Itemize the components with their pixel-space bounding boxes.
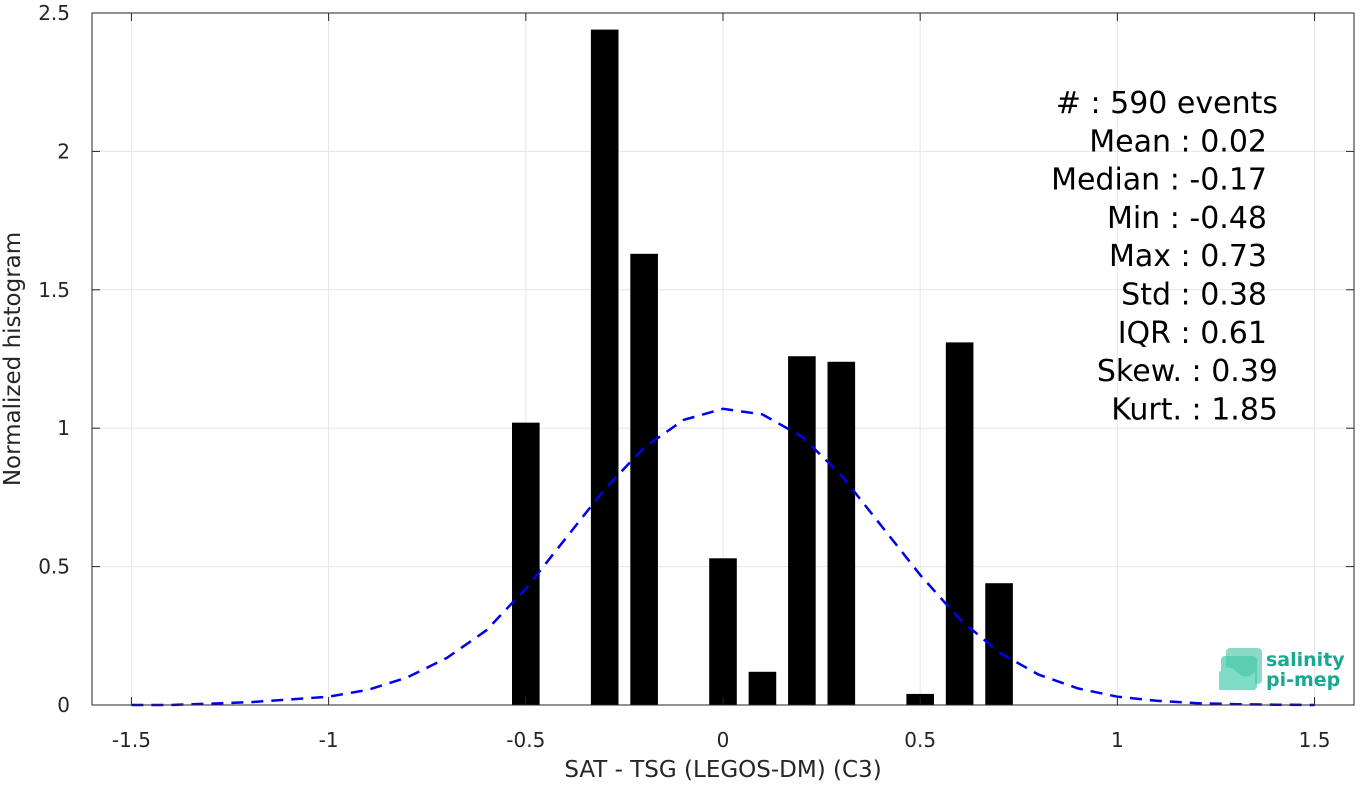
histogram-bar: [590, 29, 619, 706]
y-tick-label: 0: [57, 693, 70, 717]
x-tick-label: 0.5: [904, 728, 936, 752]
histogram-bar: [788, 356, 816, 705]
x-tick-label: 1: [1111, 728, 1124, 752]
y-tick-label: 1.5: [38, 278, 70, 302]
salinity-pi-mep-logo: salinity pi-mep: [1219, 648, 1345, 691]
histogram-bar: [630, 253, 658, 706]
y-tick-label: 0.5: [38, 555, 70, 579]
stat-line: Median : -0.17: [1051, 163, 1267, 198]
histogram-bar: [827, 361, 856, 705]
histogram-bar: [512, 422, 540, 705]
y-tick-label: 2: [57, 139, 70, 163]
histogram-bar: [748, 671, 777, 705]
y-tick-label: 1: [57, 416, 70, 440]
stat-line: Skew. : 0.39: [1097, 354, 1278, 389]
x-tick-label: -1: [319, 728, 339, 752]
stat-line: IQR : 0.61: [1118, 316, 1267, 351]
y-tick-label: 2.5: [38, 1, 70, 25]
histogram-bar: [945, 342, 974, 705]
logo-text-pi-mep: pi-mep: [1266, 669, 1340, 691]
logo-waves-icon: [1219, 648, 1262, 690]
y-axis-title: Normalized histogram: [0, 232, 26, 486]
x-tick-label: 1.5: [1299, 728, 1331, 752]
x-tick-labels: -1.5 -1 -0.5 0 0.5 1 1.5: [112, 728, 1331, 752]
x-tick-label: -0.5: [506, 728, 545, 752]
histogram-bar: [709, 558, 737, 705]
stat-line: Max : 0.73: [1109, 239, 1267, 274]
stat-line: Std : 0.38: [1121, 278, 1267, 313]
normal-fit-curve: [131, 407, 1315, 707]
x-tick-label: 0: [717, 728, 730, 752]
y-tick-labels: 0 0.5 1 1.5 2 2.5: [38, 1, 70, 717]
histogram-bars: [512, 29, 1013, 706]
axis-ticks: [92, 12, 1354, 706]
x-axis-title: SAT - TSG (LEGOS-DM) (C3): [564, 757, 881, 783]
stat-line: Mean : 0.02: [1089, 124, 1267, 159]
stat-line: Min : -0.48: [1107, 201, 1267, 236]
stat-line: # : 590 events: [1056, 86, 1278, 121]
stat-line: Kurt. : 1.85: [1111, 392, 1278, 427]
logo-text-salinity: salinity: [1266, 649, 1345, 671]
x-tick-label: -1.5: [112, 728, 151, 752]
